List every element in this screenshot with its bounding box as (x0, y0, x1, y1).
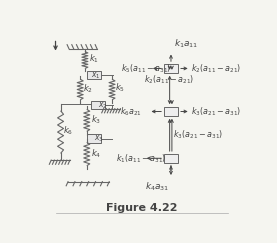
Text: $k_1a_{11}$: $k_1a_{11}$ (174, 38, 198, 50)
Text: $k_2(a_{11}-a_{21})$: $k_2(a_{11}-a_{21})$ (144, 74, 194, 86)
Text: $k_2$: $k_2$ (83, 83, 93, 95)
Text: $k_1(a_{11}-a_{31})$: $k_1(a_{11}-a_{31})$ (116, 152, 166, 165)
FancyBboxPatch shape (87, 134, 101, 143)
FancyBboxPatch shape (164, 154, 178, 163)
Text: $k_3$: $k_3$ (91, 114, 101, 126)
FancyBboxPatch shape (87, 71, 101, 79)
Text: $x_2$: $x_2$ (98, 100, 107, 111)
Text: Figure 4.22: Figure 4.22 (106, 203, 178, 213)
FancyBboxPatch shape (164, 107, 178, 116)
FancyBboxPatch shape (91, 101, 105, 109)
Text: $k_5(a_{11}-a_{31})$: $k_5(a_{11}-a_{31})$ (121, 62, 172, 75)
Text: $k_1$: $k_1$ (89, 53, 99, 65)
Text: $k_6a_{21}$: $k_6a_{21}$ (119, 105, 142, 118)
Text: $k_3(a_{21}-a_{31})$: $k_3(a_{21}-a_{31})$ (173, 129, 223, 141)
Text: $x_1$: $x_1$ (91, 70, 100, 81)
Text: $k_4$: $k_4$ (91, 147, 101, 160)
Text: $k_6$: $k_6$ (63, 125, 73, 137)
Text: $k_5$: $k_5$ (115, 82, 125, 94)
Text: $k_2(a_{11}-a_{21})$: $k_2(a_{11}-a_{21})$ (191, 62, 242, 75)
Text: $x_3$: $x_3$ (94, 134, 104, 144)
FancyBboxPatch shape (164, 64, 178, 73)
Text: $k_3(a_{21}-a_{31})$: $k_3(a_{21}-a_{31})$ (191, 105, 242, 118)
Text: $k_4a_{31}$: $k_4a_{31}$ (145, 180, 169, 193)
